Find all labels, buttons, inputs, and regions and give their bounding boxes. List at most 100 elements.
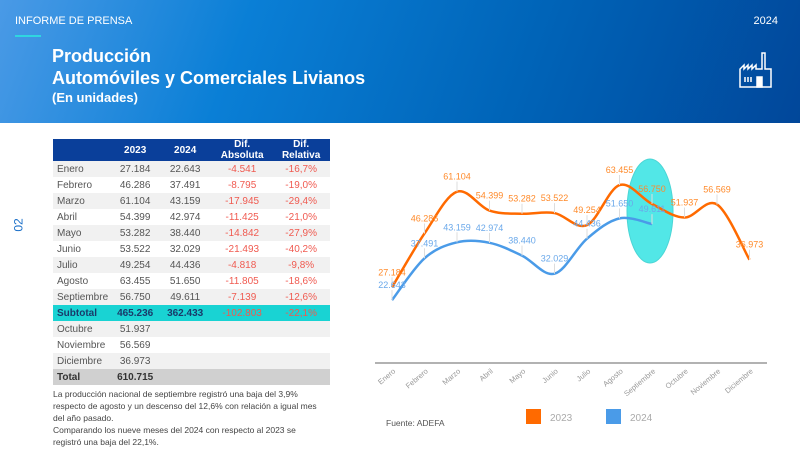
- table-cell: Septiembre: [53, 289, 113, 305]
- column-header: 2024: [158, 139, 213, 161]
- table-cell: [158, 353, 213, 369]
- table-row: Junio 53.522 32.029 -21.493 -40,2%: [53, 241, 330, 257]
- table-row: Mayo 53.282 38.440 -14.842 -27,9%: [53, 225, 331, 241]
- table-cell: -4.818: [212, 257, 273, 273]
- table-cell: [212, 353, 273, 369]
- table-row: Septiembre 56.750 49.611 -7.139 -12,6%: [53, 289, 331, 305]
- production-table: 2023 2024 Dif. Absoluta Dif. Relativa Enero…: [53, 139, 331, 385]
- column-header: [53, 139, 113, 161]
- data-label: 27.184: [378, 267, 406, 277]
- report-year: 2024: [753, 15, 778, 27]
- table-cell: 63.455: [119, 275, 151, 287]
- table-cell: 38.440: [158, 225, 213, 241]
- table-cell: Julio: [53, 257, 113, 273]
- table-cell: Noviembre: [57, 339, 106, 351]
- data-label: 53.282: [508, 194, 536, 204]
- x-tick-label: Julio: [575, 367, 593, 384]
- table-cell: 51.937: [112, 321, 159, 337]
- source: Fuente: ADEFA: [386, 418, 445, 428]
- table-cell: -18,6%: [285, 275, 317, 287]
- table-cell: -11.425: [225, 211, 259, 223]
- data-label: 49.254: [573, 205, 601, 215]
- data-label: 51.937: [671, 198, 699, 208]
- page-subtitle: Automóviles y Comerciales Livianos: [52, 68, 366, 88]
- table-cell: -14.842: [212, 225, 273, 241]
- column-header: Dif. Absoluta: [212, 139, 273, 161]
- table-cell: 49.254: [112, 257, 159, 273]
- table-cell: -7.139: [212, 289, 273, 305]
- table-cell: -8.795: [227, 179, 257, 191]
- table-row: Abril 54.399 42.974 -11.425 -21,0%: [53, 209, 330, 225]
- x-tick-label: Octubre: [664, 367, 690, 391]
- table-row: Agosto 63.455 51.650 -11.805 -18,6%: [53, 273, 330, 289]
- x-tick-label: Mayo: [507, 367, 527, 386]
- table-cell: 27.184: [112, 161, 159, 177]
- table-cell: -19,0%: [285, 179, 317, 191]
- data-label: 42.974: [476, 223, 504, 233]
- kicker: INFORME DE PRENSA: [15, 15, 133, 27]
- page-number: 02: [11, 218, 26, 232]
- table-row: Marzo 61.104 43.159 -17.945 -29,4%: [53, 193, 331, 209]
- data-label: 49.611: [639, 204, 666, 214]
- table-cell: [272, 353, 331, 369]
- table-cell: 53.282: [112, 225, 159, 241]
- table-cell: 36.973: [112, 353, 159, 369]
- table-cell: [158, 321, 213, 337]
- table-cell: Junio: [57, 243, 81, 255]
- table-cell: 610.715: [112, 369, 159, 385]
- x-tick-label: Septiembre: [622, 367, 657, 399]
- table-cell: Octubre: [53, 321, 113, 337]
- table-cell: 56.569: [119, 339, 151, 351]
- x-tick-label: Abril: [477, 366, 495, 383]
- table-cell: 51.650: [169, 275, 201, 287]
- table-cell: 22.643: [158, 161, 213, 177]
- table-cell: [158, 337, 212, 353]
- table-cell: [272, 321, 331, 337]
- table-cell: [158, 369, 213, 385]
- table-cell: -17.945: [212, 193, 273, 209]
- table-cell: Diciembre: [53, 353, 113, 369]
- table-cell: -22,1%: [272, 305, 331, 321]
- table-cell: 43.159: [158, 193, 213, 209]
- legend-label: 2023: [550, 413, 573, 424]
- table-cell: 54.399: [119, 211, 151, 223]
- table-cell: Agosto: [57, 275, 89, 287]
- table-cell: -40,2%: [285, 243, 317, 255]
- table-cell: 49.611: [158, 289, 213, 305]
- table-cell: [212, 337, 272, 353]
- table-cell: 42.974: [169, 211, 201, 223]
- notes: La producción nacional de septiembre reg…: [53, 388, 323, 448]
- table-row: Julio 49.254 44.436 -4.818 -9,8%: [53, 257, 331, 273]
- table-cell: -102.803: [212, 305, 273, 321]
- x-tick-label: Marzo: [441, 367, 463, 387]
- table-cell: 465.236: [112, 305, 159, 321]
- units-label: (En unidades): [52, 90, 138, 105]
- legend-swatch: [606, 409, 621, 424]
- table-cell: Total: [53, 369, 113, 385]
- table-cell: [272, 337, 330, 353]
- data-label: 46.286: [411, 213, 439, 223]
- table-cell: Subtotal: [53, 305, 113, 321]
- table-cell: [212, 321, 273, 337]
- data-label: 43.159: [443, 222, 471, 232]
- table-row: Total 610.715: [53, 369, 331, 385]
- factory-icon: [739, 52, 772, 88]
- table-cell: -21.493: [225, 243, 260, 255]
- data-label: 51.650: [606, 198, 634, 208]
- data-label: 53.522: [541, 193, 569, 203]
- table-cell: [212, 369, 273, 385]
- data-label: 44.436: [573, 219, 601, 229]
- data-label: 63.455: [606, 165, 634, 175]
- data-label: 56.569: [703, 184, 731, 194]
- table-cell: 37.491: [169, 179, 201, 191]
- note-2: Comparando los nueve meses del 2024 con …: [53, 425, 296, 447]
- table-cell: -21,0%: [285, 211, 317, 223]
- note-1: La producción nacional de septiembre reg…: [53, 389, 317, 423]
- column-header: Dif. Relativa: [272, 139, 331, 161]
- table-cell: 56.750: [112, 289, 159, 305]
- legend-label: 2024: [630, 413, 653, 424]
- data-label: 61.104: [443, 172, 471, 182]
- series-line-2023: [390, 183, 751, 288]
- data-label: 54.399: [476, 191, 504, 201]
- table-cell: Mayo: [53, 225, 113, 241]
